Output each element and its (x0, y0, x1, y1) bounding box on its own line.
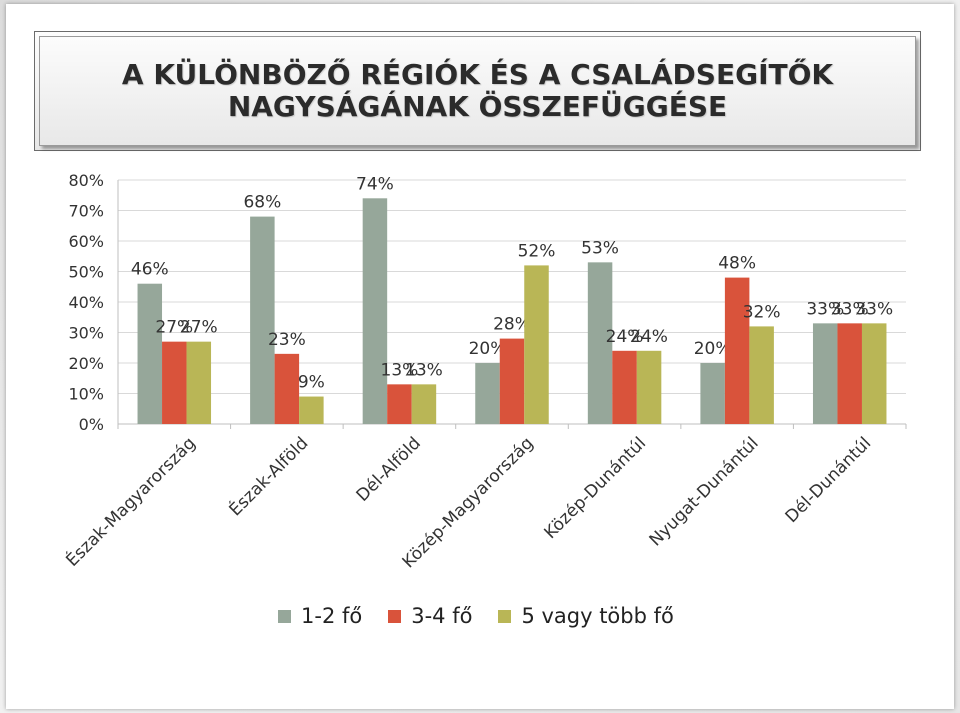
data-label: 27% (180, 318, 218, 338)
x-category-label: Közép-Dunántúl (540, 433, 650, 543)
data-label: 24% (630, 327, 668, 347)
y-tick-label: 70% (68, 202, 104, 221)
data-label: 48% (718, 254, 756, 274)
bar (812, 323, 838, 424)
chart-title-line-1: A KÜLÖNBÖZŐ RÉGIÓK ÉS A CSALÁDSEGÍTŐK (121, 58, 834, 91)
y-tick-label: 40% (68, 293, 104, 312)
data-label: 9% (298, 373, 325, 393)
data-label: 27% (155, 318, 193, 338)
y-tick-label: 10% (68, 385, 104, 404)
legend-label-series-2: 3-4 fő (411, 604, 473, 628)
y-tick-label: 20% (68, 354, 104, 373)
legend-item-series-3: 5 vagy több fő (498, 604, 674, 628)
data-label: 28% (493, 315, 531, 335)
legend-label-series-3: 5 vagy több fő (521, 604, 674, 628)
x-category-label: Dél-Alföld (353, 433, 425, 505)
bar (587, 262, 613, 424)
title-inner-frame: A KÜLÖNBÖZŐ RÉGIÓK ÉS A CSALÁDSEGÍTŐK NA… (39, 36, 916, 146)
data-label: 20% (694, 339, 732, 359)
legend-label-series-1: 1-2 fő (301, 604, 363, 628)
bar (475, 363, 500, 424)
legend-item-series-1: 1-2 fő (278, 604, 362, 628)
data-label: 52% (518, 241, 556, 261)
chart-title-line-2: NAGYSÁGÁNAK ÖSSZEFÜGGÉSE (227, 90, 728, 123)
data-label: 23% (268, 330, 306, 350)
y-tick-label: 80% (68, 171, 104, 190)
bar (612, 350, 637, 424)
bar (387, 384, 412, 424)
data-label: 24% (606, 327, 644, 347)
x-category-label: Dél-Dunántúl (782, 433, 876, 527)
data-label: 68% (243, 193, 281, 213)
legend-swatch-series-1 (278, 609, 291, 623)
bar (724, 277, 750, 424)
legend-swatch-series-2 (388, 609, 402, 623)
bar (499, 338, 525, 424)
x-category-label: Észak-Alföld (224, 432, 312, 520)
bar (299, 396, 324, 424)
data-label: 33% (831, 299, 869, 319)
y-tick-label: 0% (79, 415, 104, 434)
data-label: 74% (356, 174, 394, 194)
data-label: 32% (743, 302, 781, 322)
bar (137, 283, 163, 424)
x-category-label: Közép-Magyarország (399, 433, 538, 572)
bar (861, 323, 887, 424)
bar (250, 216, 275, 424)
bar (636, 350, 662, 424)
bar (411, 384, 437, 424)
bar (362, 198, 388, 424)
data-label: 13% (405, 360, 443, 380)
legend-swatch-series-3 (498, 609, 512, 623)
data-label: 33% (855, 299, 893, 319)
bar (749, 326, 774, 424)
data-label: 13% (381, 360, 419, 380)
bar (186, 341, 212, 424)
title-box: A KÜLÖNBÖZŐ RÉGIÓK ÉS A CSALÁDSEGÍTŐK NA… (34, 31, 921, 151)
y-tick-label: 60% (68, 232, 104, 251)
chart-legend: 1-2 fő 3-4 fő 5 vagy több fő (278, 600, 700, 632)
bar (274, 353, 300, 424)
bar (162, 341, 187, 424)
data-label: 46% (131, 260, 169, 280)
bar (700, 363, 725, 424)
y-tick-label: 30% (68, 324, 104, 343)
y-tick-label: 50% (68, 263, 104, 282)
bar (524, 265, 549, 424)
data-label: 20% (469, 339, 507, 359)
x-category-label: Nyugat-Dunántúl (646, 433, 763, 550)
bar (837, 323, 862, 424)
data-label: 33% (806, 299, 844, 319)
legend-item-series-2: 3-4 fő (388, 604, 472, 628)
x-category-label: Észak-Magyarország (61, 432, 200, 571)
data-label: 53% (581, 238, 619, 258)
